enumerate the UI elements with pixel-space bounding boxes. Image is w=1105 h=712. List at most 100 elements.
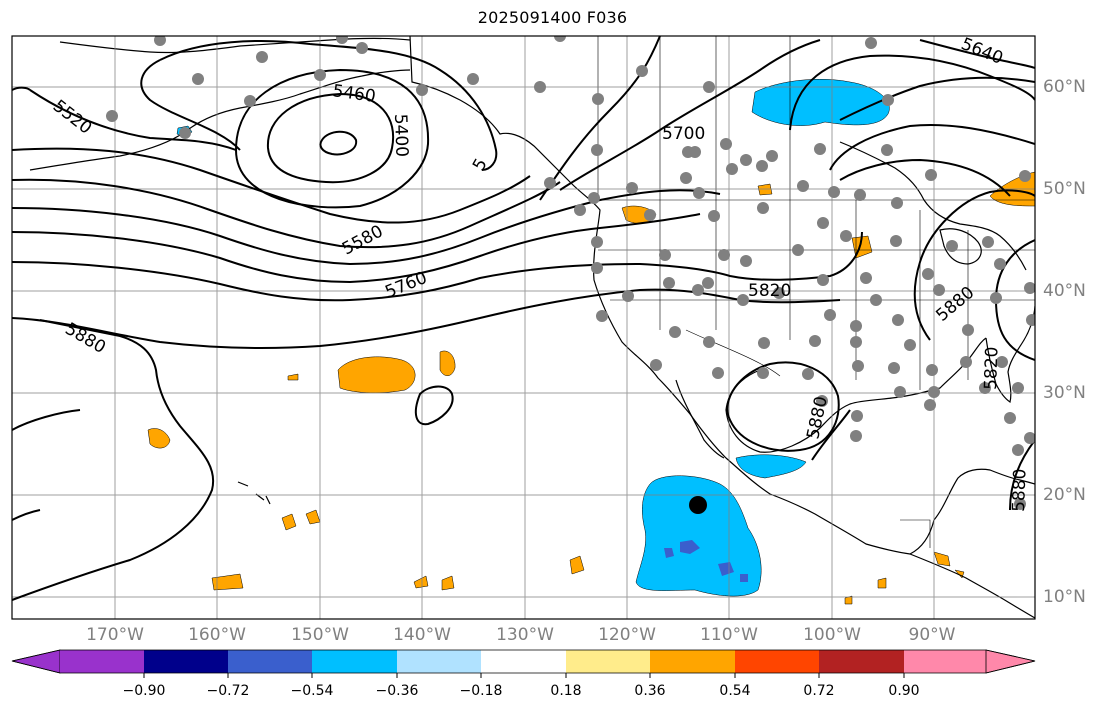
contour-line xyxy=(839,158,1011,197)
colorbar-swatch xyxy=(397,650,481,673)
contour-line xyxy=(12,86,31,91)
contour-label: 5880 xyxy=(1009,468,1030,512)
contour-label: 5580 xyxy=(339,221,387,259)
latitude-label: 10°N xyxy=(1043,587,1086,607)
positive-anomaly-patch xyxy=(147,428,171,449)
hudson-bay-coast xyxy=(839,141,1027,271)
colorbar-tick-label: 0.72 xyxy=(803,683,835,699)
colorbar-outline xyxy=(11,649,1036,674)
anomaly-shading xyxy=(147,78,1035,605)
contour-line xyxy=(1009,439,1035,511)
strong-negative-anomaly-patch xyxy=(718,562,734,576)
map-title: 2025091400 F036 xyxy=(477,8,628,27)
contour-label: 5700 xyxy=(662,124,705,144)
latitude-label: 40°N xyxy=(1043,281,1086,301)
contour-line xyxy=(726,361,840,452)
contour-line xyxy=(12,231,863,302)
contour-line xyxy=(789,54,1035,131)
colorbar-swatch xyxy=(566,650,650,673)
contour-line xyxy=(12,319,215,601)
colorbar-tick-label: −0.36 xyxy=(375,683,419,699)
contour-line xyxy=(159,40,498,171)
colorbar-swatch xyxy=(650,650,735,673)
political-borders xyxy=(597,36,1035,548)
positive-anomaly-patch xyxy=(877,577,887,589)
contour-label: 5880 xyxy=(803,395,832,441)
contour-label: 5520 xyxy=(49,96,95,138)
colorbar-tick-label: 0.36 xyxy=(634,683,666,699)
longitude-label: 120°W xyxy=(598,625,656,645)
contour-line xyxy=(811,409,851,461)
positive-anomaly-patch xyxy=(337,356,416,394)
florida-coast xyxy=(985,305,1035,403)
contour-label: 5820 xyxy=(981,346,1002,390)
contour-line xyxy=(12,178,561,249)
contour-line xyxy=(12,147,531,224)
colorbar-tick-label: 0.54 xyxy=(719,683,751,699)
positive-anomaly-patch xyxy=(441,575,455,591)
latitude-label: 60°N xyxy=(1043,77,1086,97)
contour-label: 5820 xyxy=(748,281,791,301)
longitude-label: 150°W xyxy=(291,625,349,645)
strong-negative-anomaly-patch xyxy=(664,548,674,558)
colorbar-swatch xyxy=(904,650,986,673)
contour-label: 5 xyxy=(469,155,492,174)
contour-label: 5760 xyxy=(382,268,430,303)
contour-label: 5640 xyxy=(958,34,1006,69)
longitude-label: 90°W xyxy=(908,625,956,645)
colorbar xyxy=(11,649,1036,678)
contour-label: 5460 xyxy=(331,81,377,107)
contour-line xyxy=(414,385,454,426)
contour-label: 5400 xyxy=(390,113,411,157)
colorbar-swatch xyxy=(312,650,397,673)
colorbar-swatch xyxy=(481,650,566,673)
negative-anomaly-patch xyxy=(751,78,890,126)
contour-line xyxy=(29,89,237,151)
contour-line xyxy=(12,213,701,284)
longitude-label: 160°W xyxy=(188,625,246,645)
longitude-label: 110°W xyxy=(700,625,758,645)
latitude-label: 20°N xyxy=(1043,485,1086,505)
map-area: 5520 5460 5400 5 5580 5760 5700 5820 588… xyxy=(12,34,1035,619)
longitude-label: 130°W xyxy=(496,625,554,645)
strong-negative-anomaly-patch xyxy=(680,540,700,554)
graticule xyxy=(12,36,1035,619)
contour-line xyxy=(839,76,1035,121)
colorbar-swatch xyxy=(60,650,144,673)
station-markers xyxy=(106,36,1035,510)
colorbar-tick-label: −0.72 xyxy=(206,683,250,699)
great-lakes xyxy=(939,228,982,265)
colorbar-swatch xyxy=(144,650,228,673)
alaska-north-coast xyxy=(59,37,411,54)
positive-anomaly-patch xyxy=(933,551,951,567)
colorbar-tick-label: −0.90 xyxy=(122,683,166,699)
positive-anomaly-patch xyxy=(287,373,299,381)
contour-line xyxy=(12,189,721,266)
longitude-label: 100°W xyxy=(803,625,861,645)
strong-negative-anomaly-patch xyxy=(740,574,748,582)
colorbar-ticks xyxy=(143,673,905,678)
central-america-coast xyxy=(909,553,1035,619)
colorbar-swatch xyxy=(735,650,819,673)
pacific-island-chain xyxy=(237,481,271,505)
north-america-coast xyxy=(409,36,935,555)
contour-line xyxy=(140,59,241,151)
colorbar-tick-label: 0.90 xyxy=(888,683,920,699)
colorbar-swatch xyxy=(819,650,904,673)
negative-anomaly-patch xyxy=(735,454,807,479)
contour-line xyxy=(829,123,1035,171)
contour-line xyxy=(919,39,1035,69)
positive-anomaly-patch xyxy=(439,350,456,376)
contour-line xyxy=(539,36,661,201)
contour-line xyxy=(559,39,821,191)
alaska-coast xyxy=(29,69,411,171)
contour-line xyxy=(266,92,395,184)
longitude-label: 140°W xyxy=(393,625,451,645)
coastlines xyxy=(29,36,1035,619)
positive-anomaly-patch xyxy=(211,573,244,591)
positive-anomaly-patch xyxy=(569,555,585,575)
colorbar-swatch xyxy=(228,650,312,673)
yucatan-coast xyxy=(933,468,1035,521)
map-frame xyxy=(11,35,1036,620)
